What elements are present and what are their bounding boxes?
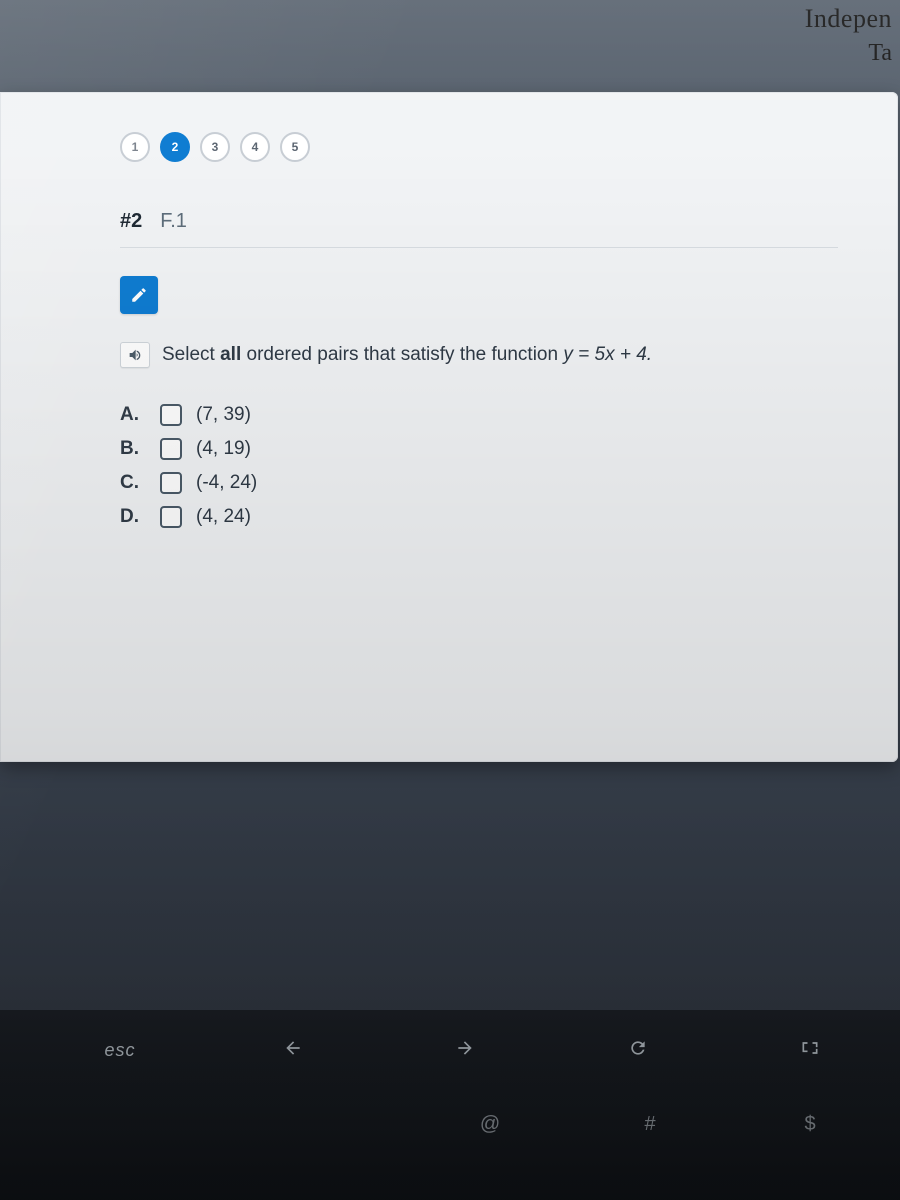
- choice-b: B. (4, 19): [120, 432, 838, 466]
- choice-value: (4, 24): [196, 506, 251, 528]
- question-meta: #2 F.1: [120, 210, 838, 248]
- key-refresh: [618, 1038, 658, 1063]
- question-standard: F.1: [160, 210, 187, 233]
- laptop-keyboard: esc @ # $: [0, 1010, 900, 1200]
- choice-letter: B.: [120, 438, 146, 460]
- choice-c: C. (-4, 24): [120, 466, 838, 500]
- fullscreen-icon: [798, 1038, 822, 1058]
- pencil-icon: [130, 286, 148, 304]
- prompt-text-pre: Select: [162, 344, 220, 365]
- question-prompt: Select all ordered pairs that satisfy th…: [162, 344, 652, 366]
- key-esc: esc: [100, 1040, 140, 1061]
- arrow-right-icon: [453, 1038, 477, 1058]
- prompt-text-bold: all: [220, 344, 241, 365]
- speaker-icon: [127, 347, 143, 363]
- read-aloud-button[interactable]: [120, 342, 150, 368]
- choice-value: (4, 19): [196, 438, 251, 460]
- edit-button[interactable]: [120, 276, 158, 314]
- page-header-fragment: Indepen Ta: [805, 0, 900, 67]
- pager-step-3[interactable]: 3: [200, 132, 230, 162]
- pager-step-4[interactable]: 4: [240, 132, 270, 162]
- choice-d: D. (4, 24): [120, 500, 838, 534]
- question-pager: 12345: [120, 132, 838, 162]
- keyboard-symbol-row: @ # $: [0, 1063, 900, 1136]
- choice-checkbox[interactable]: [160, 404, 182, 426]
- pager-step-1[interactable]: 1: [120, 132, 150, 162]
- choice-checkbox[interactable]: [160, 438, 182, 460]
- choice-letter: C.: [120, 472, 146, 494]
- key-fullscreen: [790, 1038, 830, 1063]
- key-dollar: $: [790, 1113, 830, 1136]
- choice-value: (7, 39): [196, 404, 251, 426]
- key-forward: [445, 1038, 485, 1063]
- choice-a: A. (7, 39): [120, 398, 838, 432]
- choice-value: (-4, 24): [196, 472, 257, 494]
- choice-checkbox[interactable]: [160, 472, 182, 494]
- pager-step-2[interactable]: 2: [160, 132, 190, 162]
- prompt-text-mid: ordered pairs that satisfy the function: [241, 344, 563, 365]
- keyboard-function-row: esc: [0, 1038, 900, 1063]
- prompt-row: Select all ordered pairs that satisfy th…: [120, 342, 838, 368]
- refresh-icon: [626, 1038, 650, 1058]
- question-panel: 12345 #2 F.1 Select all ordered pairs th…: [0, 92, 898, 762]
- header-line-2: Ta: [805, 40, 892, 67]
- key-at: @: [470, 1113, 510, 1136]
- prompt-equation: y = 5x + 4.: [563, 344, 652, 365]
- choice-letter: A.: [120, 404, 146, 426]
- key-hash: #: [630, 1113, 670, 1136]
- answer-choices: A. (7, 39) B. (4, 19) C. (-4, 24) D. (4, 24): [120, 398, 838, 534]
- header-line-1: Indepen: [805, 4, 892, 34]
- pager-step-5[interactable]: 5: [280, 132, 310, 162]
- choice-checkbox[interactable]: [160, 506, 182, 528]
- question-number: #2: [120, 210, 142, 233]
- key-back: [273, 1038, 313, 1063]
- choice-letter: D.: [120, 506, 146, 528]
- arrow-left-icon: [281, 1038, 305, 1058]
